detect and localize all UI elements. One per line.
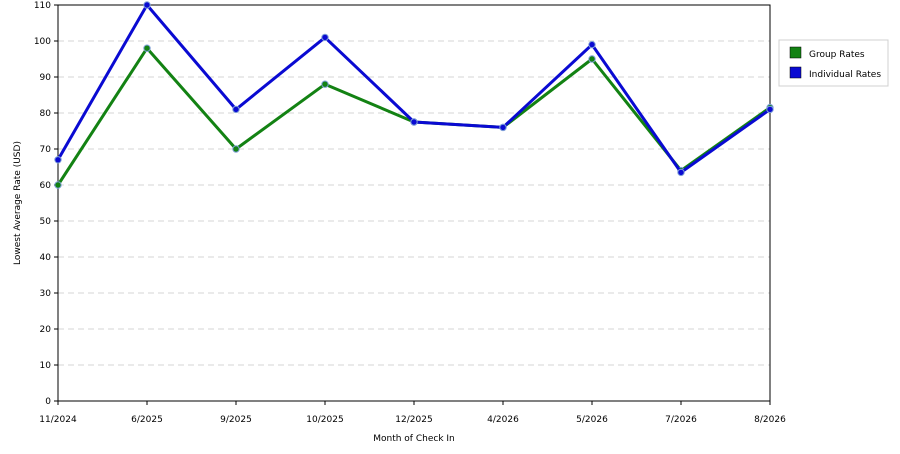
data-point-group-rates [54, 181, 62, 189]
y-tick-label: 20 [40, 325, 52, 335]
axis-layer: 0 10 20 30 40 50 60 70 80 90 100 110 11/2024 6/2025 9/… [34, 1, 786, 425]
series-layer [54, 1, 774, 189]
x-tick-label: 11/2024 [39, 415, 77, 425]
x-axis-title: Month of Check In [373, 434, 455, 444]
y-tick-label: 60 [40, 181, 52, 191]
y-tick-label: 30 [40, 289, 52, 299]
y-tick-label: 110 [34, 1, 51, 11]
data-point-group-rates [588, 55, 596, 63]
data-point-group-rates [321, 80, 329, 88]
x-tick-label: 8/2026 [754, 415, 786, 425]
legend-label-group-rates: Group Rates [809, 50, 865, 60]
data-point-group-rates [143, 44, 151, 52]
series-line-individual-rates [56, 3, 772, 174]
data-point-individual-rates [766, 105, 774, 114]
data-point-individual-rates [410, 118, 418, 126]
x-tick-label: 6/2025 [131, 415, 163, 425]
y-tick-label: 10 [40, 361, 52, 371]
data-point-individual-rates [588, 40, 596, 49]
plot-area-border [57, 4, 771, 402]
y-tick-label: 50 [40, 217, 52, 227]
x-tick-label: 10/2025 [306, 415, 343, 425]
y-tick-label: 80 [40, 109, 52, 119]
data-point-group-rates [232, 145, 240, 153]
data-point-individual-rates [232, 105, 240, 114]
x-tick-label: 4/2026 [487, 415, 519, 425]
legend-label-individual-rates: Individual Rates [809, 70, 881, 80]
grid-layer [58, 40, 770, 366]
data-point-individual-rates [143, 1, 151, 9]
data-point-individual-rates [54, 156, 62, 164]
legend-swatch-individual-rates [789, 66, 802, 79]
y-tick-label: 100 [34, 37, 51, 47]
x-tick-label: 5/2026 [576, 415, 608, 425]
x-tick-label: 9/2025 [220, 415, 252, 425]
legend: Group Rates Individual Rates [778, 39, 889, 87]
y-tick-label: 90 [40, 73, 52, 83]
y-tick-label: 40 [40, 253, 52, 263]
series-line-group-rates [56, 46, 772, 187]
y-axis-title: Lowest Average Rate (USD) [13, 141, 23, 265]
x-tick-label: 7/2026 [665, 415, 697, 425]
x-tick-label: 12/2025 [395, 415, 432, 425]
y-tick-label: 0 [45, 397, 51, 407]
data-point-individual-rates [499, 123, 507, 132]
data-point-individual-rates [677, 168, 685, 177]
data-point-individual-rates [321, 33, 329, 42]
y-tick-label: 70 [40, 145, 52, 155]
legend-swatch-group-rates [789, 46, 802, 59]
